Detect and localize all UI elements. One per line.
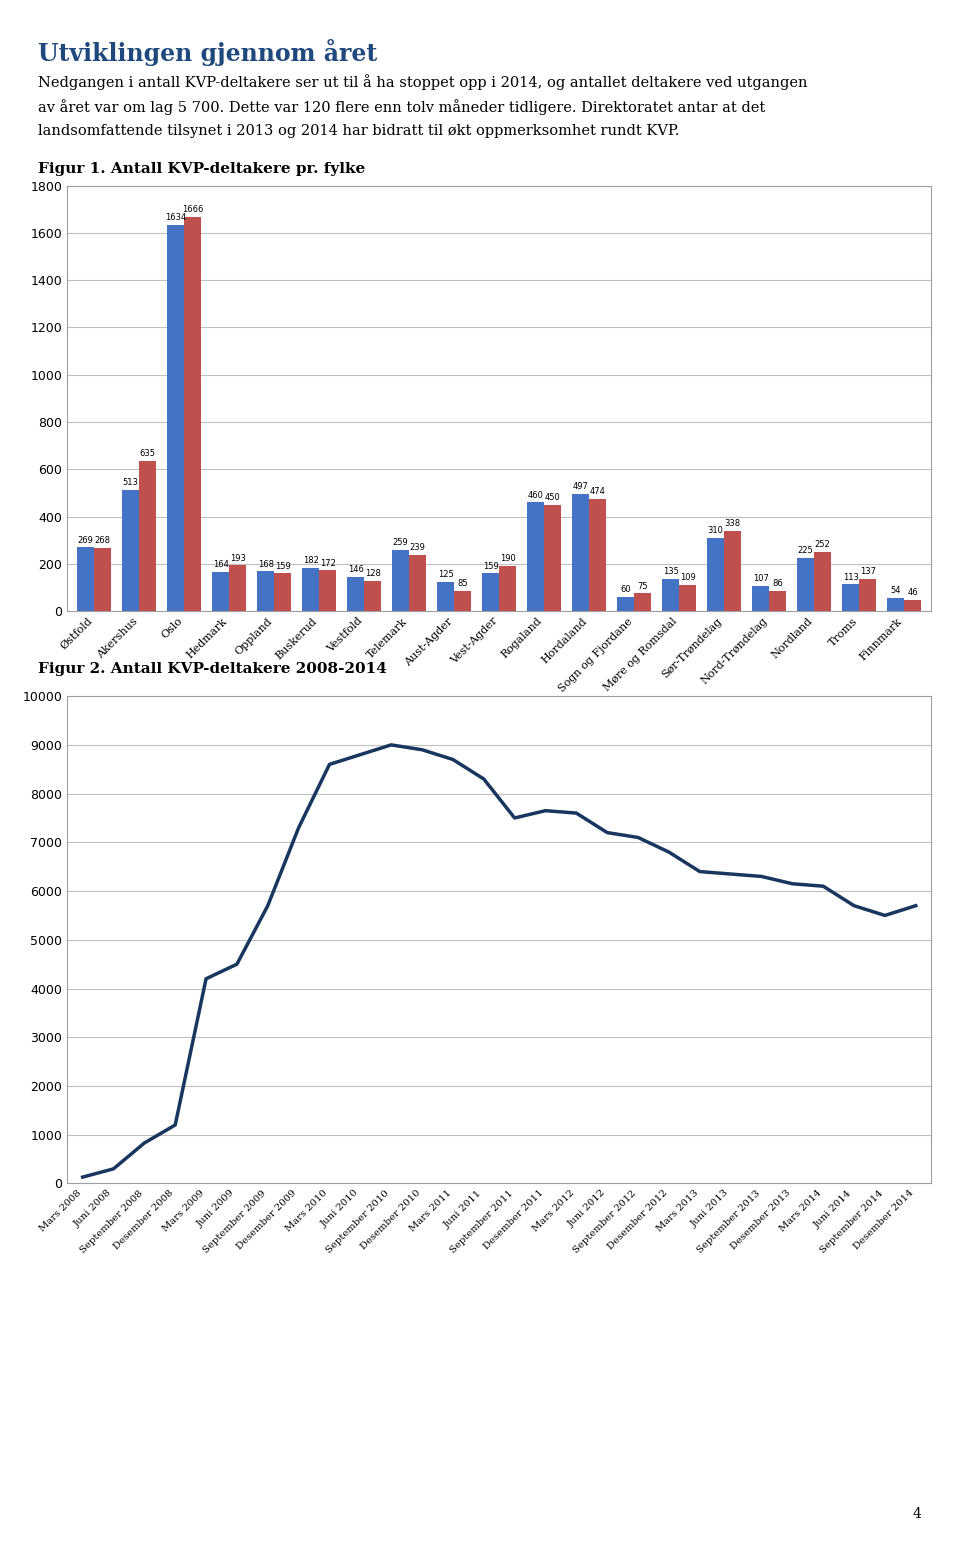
Text: 159: 159 xyxy=(483,562,498,571)
Text: 54: 54 xyxy=(890,586,900,596)
Bar xyxy=(482,574,499,611)
Bar xyxy=(887,599,904,611)
Text: 75: 75 xyxy=(637,582,648,591)
Text: 137: 137 xyxy=(860,566,876,575)
Text: 1666: 1666 xyxy=(182,206,204,215)
Text: 60: 60 xyxy=(620,585,631,594)
Text: 164: 164 xyxy=(213,560,228,569)
Text: Nedgangen i antall KVP-deltakere ser ut til å ha stoppet opp i 2014, og antallet: Nedgangen i antall KVP-deltakere ser ut … xyxy=(38,74,808,90)
Bar xyxy=(635,594,651,611)
Text: 85: 85 xyxy=(457,579,468,588)
Bar xyxy=(797,558,814,611)
Bar xyxy=(662,579,679,611)
Text: Figur 1. Antall KVP-deltakere pr. fylke: Figur 1. Antall KVP-deltakere pr. fylke xyxy=(38,162,366,176)
Text: 182: 182 xyxy=(302,557,319,565)
Bar xyxy=(724,531,741,611)
Bar xyxy=(859,579,876,611)
Text: 497: 497 xyxy=(573,481,588,490)
Bar xyxy=(769,591,786,611)
Bar xyxy=(454,591,471,611)
Bar xyxy=(752,586,769,611)
Text: 109: 109 xyxy=(680,574,696,583)
Bar xyxy=(437,582,454,611)
Text: 135: 135 xyxy=(662,568,679,577)
Bar xyxy=(679,585,696,611)
Text: landsomfattende tilsynet i 2013 og 2014 har bidratt til økt oppmerksomhet rundt : landsomfattende tilsynet i 2013 og 2014 … xyxy=(38,124,680,138)
Text: 146: 146 xyxy=(348,565,364,574)
Text: 107: 107 xyxy=(753,574,769,583)
Bar xyxy=(708,538,724,611)
Text: 252: 252 xyxy=(815,540,830,549)
Bar xyxy=(167,224,184,611)
Text: Figur 2. Antall KVP-deltakere 2008-2014: Figur 2. Antall KVP-deltakere 2008-2014 xyxy=(38,662,387,676)
Text: 190: 190 xyxy=(500,554,516,563)
Text: 86: 86 xyxy=(773,579,783,588)
Bar xyxy=(814,552,831,611)
Text: 225: 225 xyxy=(798,546,813,555)
Bar xyxy=(212,572,229,611)
Bar xyxy=(94,548,111,611)
Bar xyxy=(257,571,275,611)
Bar xyxy=(275,574,291,611)
Text: 1634: 1634 xyxy=(165,213,186,223)
Text: 268: 268 xyxy=(95,535,110,545)
Text: 269: 269 xyxy=(78,535,93,545)
Bar xyxy=(904,600,922,611)
Text: 128: 128 xyxy=(365,569,381,579)
Bar xyxy=(302,568,319,611)
Text: 172: 172 xyxy=(320,558,336,568)
Text: 193: 193 xyxy=(229,554,246,563)
Text: 635: 635 xyxy=(140,449,156,458)
Bar xyxy=(499,566,516,611)
Bar xyxy=(77,548,94,611)
Bar xyxy=(229,566,247,611)
Bar xyxy=(364,580,381,611)
Text: 168: 168 xyxy=(257,560,274,569)
Text: 338: 338 xyxy=(725,520,741,529)
Text: av året var om lag 5 700. Dette var 120 flere enn tolv måneder tidligere. Direkt: av året var om lag 5 700. Dette var 120 … xyxy=(38,99,766,114)
Bar xyxy=(617,597,635,611)
Text: 460: 460 xyxy=(528,490,543,500)
Text: 310: 310 xyxy=(708,526,724,535)
Bar xyxy=(184,217,202,611)
Bar xyxy=(409,554,426,611)
Text: 239: 239 xyxy=(410,543,425,552)
Bar xyxy=(122,490,139,611)
Bar xyxy=(527,503,544,611)
Text: 46: 46 xyxy=(907,588,918,597)
Bar xyxy=(544,504,562,611)
Text: 113: 113 xyxy=(843,572,858,582)
Text: 474: 474 xyxy=(589,487,606,497)
Text: 259: 259 xyxy=(393,538,409,548)
Bar xyxy=(572,493,589,611)
Text: 4: 4 xyxy=(913,1507,922,1521)
Text: 125: 125 xyxy=(438,569,453,579)
Text: Utviklingen gjennom året: Utviklingen gjennom året xyxy=(38,39,377,67)
Bar xyxy=(139,461,156,611)
Bar xyxy=(319,571,336,611)
Bar xyxy=(392,549,409,611)
Text: 450: 450 xyxy=(545,493,561,501)
Legend: 31. desember 2013, 31. desember 2014: 31. desember 2013, 31. desember 2014 xyxy=(204,803,520,826)
Bar xyxy=(348,577,364,611)
Text: 513: 513 xyxy=(123,478,138,487)
Text: 159: 159 xyxy=(275,562,291,571)
Bar xyxy=(589,500,607,611)
Bar xyxy=(842,585,859,611)
